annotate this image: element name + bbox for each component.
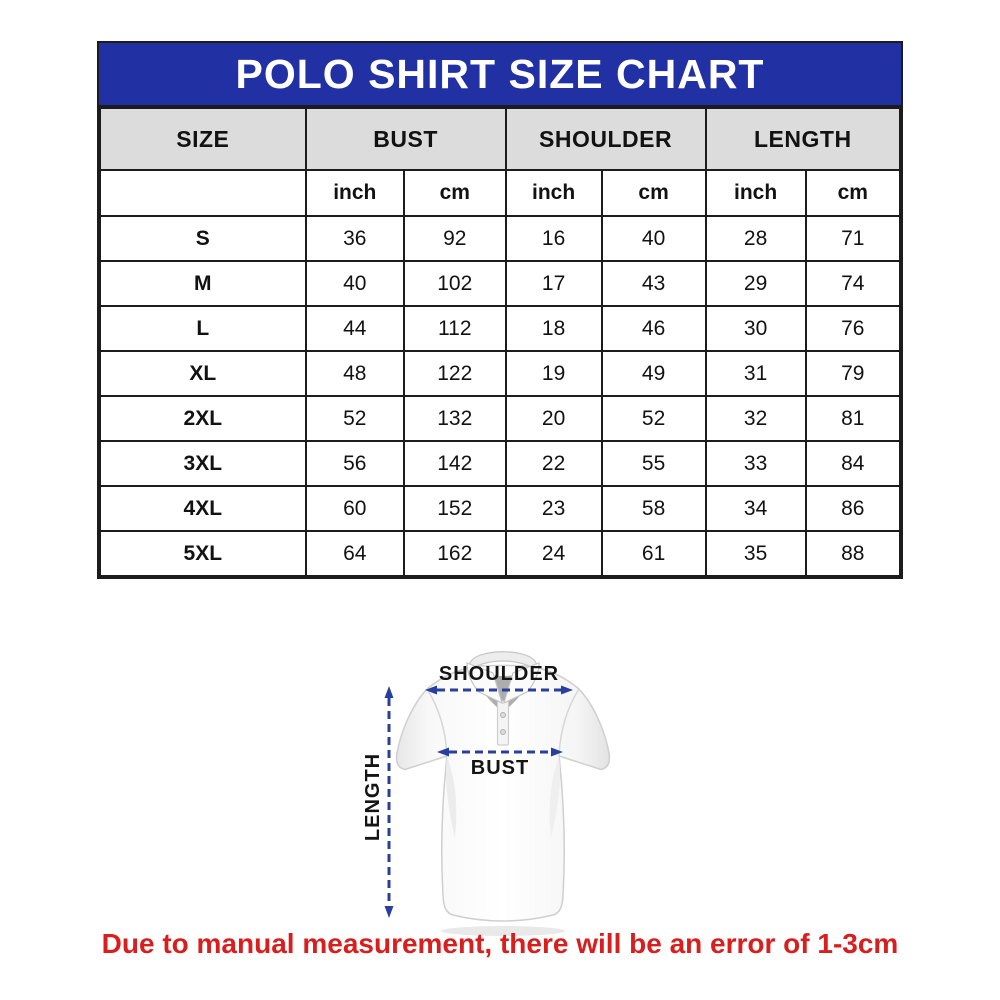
size-label-cell: 2XL bbox=[99, 395, 307, 442]
measurement-cell: 74 bbox=[804, 260, 902, 307]
length-arrow bbox=[384, 686, 394, 918]
measurement-cell: 76 bbox=[804, 305, 902, 352]
column-header-length: LENGTH bbox=[704, 107, 902, 171]
column-group-header-row: SIZE BUST SHOULDER LENGTH bbox=[99, 107, 902, 171]
measurement-cell: 35 bbox=[704, 530, 807, 577]
shoulder-arrow bbox=[425, 685, 573, 695]
measurement-cell: 44 bbox=[304, 305, 405, 352]
measurement-cell: 17 bbox=[504, 260, 603, 307]
measurement-cell: 23 bbox=[504, 485, 603, 532]
measurement-cell: 79 bbox=[804, 350, 902, 397]
measurement-cell: 29 bbox=[704, 260, 807, 307]
column-header-shoulder: SHOULDER bbox=[504, 107, 707, 171]
measurement-cell: 36 bbox=[304, 215, 405, 262]
size-label-cell: 4XL bbox=[99, 485, 307, 532]
measurement-cell: 132 bbox=[402, 395, 507, 442]
measurement-cell: 40 bbox=[304, 260, 405, 307]
column-header-bust: BUST bbox=[304, 107, 507, 171]
measurement-cell: 18 bbox=[504, 305, 603, 352]
measurement-cell: 52 bbox=[304, 395, 405, 442]
unit-header-shoulder-inch: inch bbox=[504, 169, 603, 217]
measurement-cell: 31 bbox=[704, 350, 807, 397]
unit-header-shoulder-cm: cm bbox=[600, 169, 707, 217]
size-label-cell: M bbox=[99, 260, 307, 307]
bust-arrow bbox=[437, 747, 563, 757]
measurement-cell: 162 bbox=[402, 530, 507, 577]
measurement-cell: 88 bbox=[804, 530, 902, 577]
polo-shirt-icon bbox=[384, 651, 611, 936]
table-row: 4XL 60 152 23 58 34 86 bbox=[99, 485, 902, 532]
measurement-cell: 61 bbox=[600, 530, 707, 577]
size-label-cell: XL bbox=[99, 350, 307, 397]
measurement-cell: 102 bbox=[402, 260, 507, 307]
measurement-cell: 152 bbox=[402, 485, 507, 532]
size-label-cell: L bbox=[99, 305, 307, 352]
measurement-cell: 142 bbox=[402, 440, 507, 487]
measurement-cell: 86 bbox=[804, 485, 902, 532]
measurement-cell: 112 bbox=[402, 305, 507, 352]
size-table-body: S 36 92 16 40 28 71 M 40 102 17 43 29 74 L 44 112 18 46 30 7… bbox=[99, 215, 902, 577]
measurement-cell: 60 bbox=[304, 485, 405, 532]
measurement-cell: 52 bbox=[600, 395, 707, 442]
measurement-cell: 49 bbox=[600, 350, 707, 397]
unit-header-length-cm: cm bbox=[804, 169, 902, 217]
table-row: M 40 102 17 43 29 74 bbox=[99, 260, 902, 307]
measurement-cell: 55 bbox=[600, 440, 707, 487]
measurement-note: Due to manual measurement, there will be… bbox=[101, 928, 899, 959]
measurement-cell: 28 bbox=[704, 215, 807, 262]
table-row: 5XL 64 162 24 61 35 88 bbox=[99, 530, 902, 577]
measurement-cell: 19 bbox=[504, 350, 603, 397]
length-label: LENGTH bbox=[362, 752, 384, 842]
measurement-cell: 22 bbox=[504, 440, 603, 487]
table-row: 2XL 52 132 20 52 32 81 bbox=[99, 395, 902, 442]
chart-title-bar: POLO SHIRT SIZE CHART bbox=[99, 43, 901, 107]
size-chart-block: POLO SHIRT SIZE CHART SIZE BUST SHOULDER… bbox=[97, 41, 903, 579]
measurement-cell: 122 bbox=[402, 350, 507, 397]
measurement-cell: 20 bbox=[504, 395, 603, 442]
measurement-cell: 84 bbox=[804, 440, 902, 487]
measurement-cell: 34 bbox=[704, 485, 807, 532]
measurement-cell: 16 bbox=[504, 215, 603, 262]
size-label-cell: 5XL bbox=[99, 530, 307, 577]
measurement-cell: 24 bbox=[504, 530, 603, 577]
measurement-cell: 56 bbox=[304, 440, 405, 487]
size-table: SIZE BUST SHOULDER LENGTH inch cm inch c… bbox=[99, 107, 902, 577]
table-row: S 36 92 16 40 28 71 bbox=[99, 215, 902, 262]
measurement-cell: 92 bbox=[402, 215, 507, 262]
table-row: 3XL 56 142 22 55 33 84 bbox=[99, 440, 902, 487]
measurement-cell: 30 bbox=[704, 305, 807, 352]
size-label-cell: 3XL bbox=[99, 440, 307, 487]
measurement-cell: 40 bbox=[600, 215, 707, 262]
measurement-cell: 81 bbox=[804, 395, 902, 442]
measurement-diagram: SHOULDER BUST LENGTH bbox=[350, 643, 656, 943]
measurement-cell: 71 bbox=[804, 215, 902, 262]
units-header-row: inch cm inch cm inch cm bbox=[99, 169, 902, 217]
table-row: XL 48 122 19 49 31 79 bbox=[99, 350, 902, 397]
unit-header-bust-cm: cm bbox=[402, 169, 507, 217]
unit-header-bust-inch: inch bbox=[304, 169, 405, 217]
column-header-size: SIZE bbox=[99, 107, 307, 171]
unit-header-length-inch: inch bbox=[704, 169, 807, 217]
measurement-cell: 58 bbox=[600, 485, 707, 532]
measurement-cell: 64 bbox=[304, 530, 405, 577]
bust-label: BUST bbox=[470, 757, 530, 779]
page-title: POLO SHIRT SIZE CHART bbox=[235, 50, 765, 97]
units-empty-cell bbox=[99, 169, 307, 217]
measurement-cell: 48 bbox=[304, 350, 405, 397]
measurement-cell: 46 bbox=[600, 305, 707, 352]
size-label-cell: S bbox=[99, 215, 307, 262]
measurement-cell: 43 bbox=[600, 260, 707, 307]
shoulder-label: SHOULDER bbox=[438, 663, 560, 685]
table-row: L 44 112 18 46 30 76 bbox=[99, 305, 902, 352]
measurement-cell: 32 bbox=[704, 395, 807, 442]
measurement-cell: 33 bbox=[704, 440, 807, 487]
